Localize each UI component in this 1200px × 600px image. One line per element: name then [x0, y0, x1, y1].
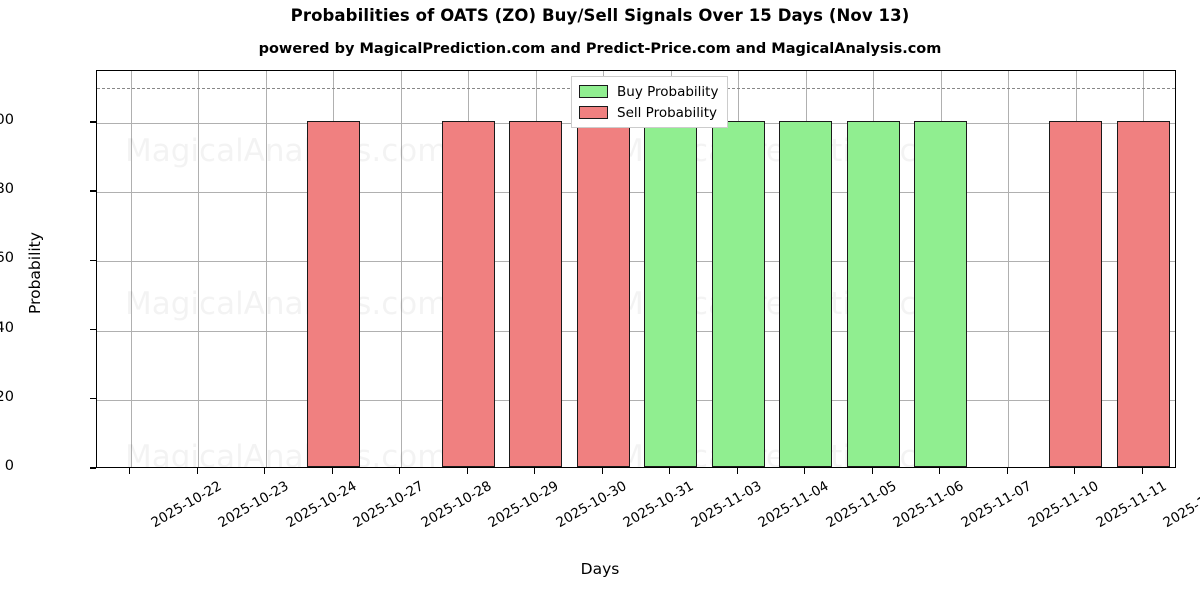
watermark-text: MagicalAnalysis.com	[125, 286, 447, 322]
x-tick-mark	[1141, 468, 1143, 474]
y-tick-label: 60	[0, 250, 14, 267]
x-tick-label: 2025-10-28	[418, 478, 495, 532]
x-tick-mark	[534, 468, 536, 474]
y-tick-label: 20	[0, 388, 14, 405]
gridline-vertical	[198, 71, 200, 467]
bar-buy-2025-11-06	[846, 120, 900, 467]
legend-label: Sell Probability	[617, 104, 718, 121]
bar-sell-2025-11-12	[1116, 120, 1170, 467]
x-tick-label: 2025-10-29	[485, 478, 562, 532]
x-tick-mark	[1074, 468, 1076, 474]
chart-title: Probabilities of OATS (ZO) Buy/Sell Sign…	[290, 6, 910, 25]
legend-item-buy[interactable]: Buy Probability	[579, 83, 718, 100]
bar-sell-2025-10-31	[576, 120, 630, 467]
chart-subtitle: powered by MagicalPrediction.com and Pre…	[258, 41, 942, 57]
bar-sell-2025-11-11	[1049, 120, 1103, 467]
x-tick-mark	[669, 468, 671, 474]
x-tick-label: 2025-11-05	[823, 478, 900, 532]
bar-buy-2025-11-04	[711, 120, 765, 467]
legend-swatch-icon	[579, 106, 608, 119]
gridline-horizontal	[97, 330, 1175, 332]
x-tick-mark	[601, 468, 603, 474]
plot-area: MagicalAnalysis.comMagicalPrediction.com…	[96, 70, 1176, 468]
watermark-text: MagicalAnalysis.com	[125, 133, 447, 169]
x-tick-label: 2025-10-30	[553, 478, 630, 532]
gridline-vertical	[400, 71, 402, 467]
gridline-vertical	[1008, 71, 1010, 467]
x-tick-mark	[466, 468, 468, 474]
x-tick-label: 2025-10-31	[620, 478, 697, 532]
x-axis-label: Days	[580, 560, 620, 578]
x-tick-mark	[871, 468, 873, 474]
bar-buy-2025-11-07	[914, 120, 968, 467]
bar-buy-2025-11-05	[779, 120, 833, 467]
x-tick-mark	[331, 468, 333, 474]
x-tick-label: 2025-11-06	[890, 478, 967, 532]
y-tick-mark	[90, 398, 96, 400]
gridline-horizontal	[97, 399, 1175, 401]
watermark-text: MagicalAnalysis.com	[125, 439, 447, 467]
y-tick-label: 0	[4, 458, 14, 474]
x-tick-label: 2025-10-27	[350, 478, 427, 532]
x-tick-label: 2025-10-23	[215, 478, 292, 532]
x-tick-mark	[939, 468, 941, 474]
y-tick-mark	[90, 328, 96, 331]
gridline-horizontal	[97, 261, 1175, 263]
y-tick-mark	[90, 467, 96, 469]
y-tick-mark	[90, 121, 96, 123]
legend-label: Buy Probability	[617, 83, 719, 100]
y-axis-label: Probability	[26, 232, 44, 314]
x-tick-mark	[264, 468, 266, 474]
gridline-horizontal	[97, 192, 1175, 194]
bar-buy-2025-11-03	[644, 120, 698, 467]
gridline-vertical	[265, 71, 267, 467]
x-tick-mark	[196, 468, 198, 474]
y-tick-label: 80	[0, 181, 14, 198]
x-tick-label: 2025-11-10	[1025, 478, 1102, 532]
x-tick-label: 2025-11-12	[1160, 478, 1200, 532]
x-tick-mark	[1006, 468, 1008, 474]
bar-sell-2025-10-27	[306, 120, 360, 467]
x-tick-label: 2025-10-22	[148, 478, 225, 532]
y-tick-label: 100	[0, 111, 14, 128]
legend-item-sell[interactable]: Sell Probability	[579, 104, 718, 121]
gridline-vertical	[130, 71, 132, 467]
x-tick-mark	[736, 468, 738, 474]
y-tick-mark	[90, 259, 96, 262]
x-tick-mark	[129, 468, 131, 474]
bar-sell-2025-10-30	[509, 120, 563, 467]
y-tick-mark	[90, 190, 96, 192]
bar-sell-2025-10-29	[441, 120, 495, 467]
x-tick-mark	[399, 468, 401, 474]
y-tick-label: 40	[0, 319, 14, 336]
x-tick-mark	[804, 468, 806, 474]
chart-legend: Buy Probability Sell Probability	[571, 76, 729, 128]
x-tick-label: 2025-10-24	[283, 478, 360, 532]
legend-swatch-icon	[579, 85, 608, 98]
x-tick-label: 2025-11-03	[688, 478, 765, 532]
x-tick-label: 2025-11-07	[958, 478, 1035, 532]
x-tick-label: 2025-11-11	[1093, 478, 1170, 532]
x-tick-label: 2025-11-04	[755, 478, 832, 532]
